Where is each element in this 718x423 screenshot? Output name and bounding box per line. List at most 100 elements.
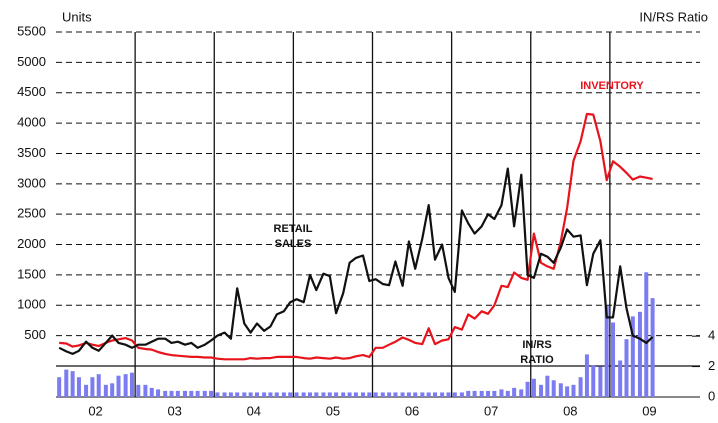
ratio-bar — [149, 387, 154, 397]
ratio-bar — [545, 375, 550, 397]
ratio-bar — [202, 390, 207, 397]
ratio-bar — [650, 298, 655, 397]
annotation-line: INVENTORY — [580, 80, 644, 92]
x-tick-label: 05 — [326, 403, 340, 418]
ratio-bar — [70, 371, 75, 397]
x-tick-label: 03 — [167, 403, 181, 418]
ratio-bar — [64, 369, 69, 397]
ratio-bar — [459, 392, 464, 397]
ratio-bar — [499, 389, 504, 397]
ratio-bar — [281, 392, 286, 397]
ratio-bar — [630, 316, 635, 397]
ratio-bar — [558, 383, 563, 397]
ratio-bar — [57, 377, 62, 397]
ratio-bar — [123, 374, 128, 397]
x-tick-label: 08 — [563, 403, 577, 418]
x-tick-label: 07 — [484, 403, 498, 418]
ratio-bar — [387, 392, 392, 397]
ratio-bar — [519, 389, 524, 397]
y2-axis-label: IN/RS Ratio — [639, 9, 708, 24]
ratio-bar — [307, 392, 312, 397]
ratio-bar — [380, 392, 385, 397]
ratio-bar — [492, 390, 497, 397]
ratio-bar — [539, 384, 544, 397]
ratio-bar — [262, 392, 267, 397]
ratio-bar — [195, 390, 200, 397]
ratio-bar — [604, 305, 609, 397]
ratio-bar — [228, 392, 233, 397]
ratio-bar — [274, 392, 279, 397]
ratio-bar — [479, 390, 484, 397]
ratio-bar — [84, 384, 89, 397]
ratio-bar — [182, 390, 187, 397]
ratio-bar — [96, 374, 101, 397]
ratio-bar — [175, 390, 180, 397]
ratio-bar — [584, 354, 589, 397]
y-tick-label: 5500 — [17, 23, 46, 38]
ratio-bar — [334, 392, 339, 397]
ratio-bar — [618, 360, 623, 397]
annotation-line: SALES — [275, 238, 312, 250]
y-tick-label: 500 — [24, 327, 46, 342]
annotation: IN/RS RATIO — [520, 339, 554, 366]
y-tick-label: 2000 — [17, 236, 46, 251]
ratio-bar — [400, 392, 405, 397]
ratio-bar — [288, 392, 293, 397]
ratio-bar — [486, 390, 491, 397]
ratio-bar — [591, 365, 596, 397]
ratio-bar — [578, 377, 583, 397]
ratio-bar — [116, 375, 121, 397]
ratio-bar — [611, 322, 616, 397]
ratio-bar — [353, 392, 358, 397]
ratio-bar — [327, 392, 332, 397]
annotation-line: RATIO — [520, 354, 554, 366]
ratio-bar — [156, 389, 161, 397]
annotation: INVENTORY — [580, 80, 644, 92]
annotation-line: RETAIL — [274, 223, 313, 235]
y-tick-label: 4500 — [17, 84, 46, 99]
ratio-bar — [222, 392, 227, 397]
ratio-bar — [294, 392, 299, 397]
line-series — [59, 112, 653, 361]
ratio-bar — [235, 392, 240, 397]
ratio-bar — [189, 390, 194, 397]
ratio-bar — [143, 384, 148, 397]
y-tick-label: 3000 — [17, 175, 46, 190]
x-tick-label: 02 — [88, 403, 102, 418]
ratio-bar — [406, 392, 411, 397]
ratio-bar — [103, 384, 108, 397]
ratio-bar — [215, 392, 220, 397]
ratio-bar — [551, 380, 556, 397]
y-tick-label: 2500 — [17, 206, 46, 221]
y-axis-label: Units — [62, 9, 92, 24]
ratio-bar — [169, 390, 174, 397]
annotation: RETAIL SALES — [274, 223, 313, 250]
x-tick-label: 06 — [405, 403, 419, 418]
ratio-bar — [209, 390, 214, 397]
ratio-bar — [440, 392, 445, 397]
ratio-bar — [136, 384, 141, 397]
ratio-bar — [129, 372, 134, 397]
ratio-bar — [413, 392, 418, 397]
ratio-bar — [446, 392, 451, 397]
ratio-bar — [571, 384, 576, 397]
ratio-bar — [321, 392, 326, 397]
ratio-bar — [248, 392, 253, 397]
ratio-bar — [426, 392, 431, 397]
y2-tick-label: 2 — [708, 358, 715, 373]
ratio-bar — [472, 390, 477, 397]
ratio-bar — [512, 387, 517, 397]
ratio-bar — [393, 392, 398, 397]
ratio-bar — [242, 392, 247, 397]
x-tick-label: 04 — [247, 403, 261, 418]
y-tick-label: 1000 — [17, 297, 46, 312]
y2-tick-label: 0 — [708, 388, 715, 403]
y-tick-label: 4000 — [17, 115, 46, 130]
ratio-bar — [531, 378, 536, 397]
ratio-bar — [644, 272, 649, 397]
y2-tick-label: 4 — [708, 328, 715, 343]
ratio-bar — [367, 392, 372, 397]
ratio-bar — [565, 386, 570, 397]
ratio-bar — [90, 377, 95, 397]
